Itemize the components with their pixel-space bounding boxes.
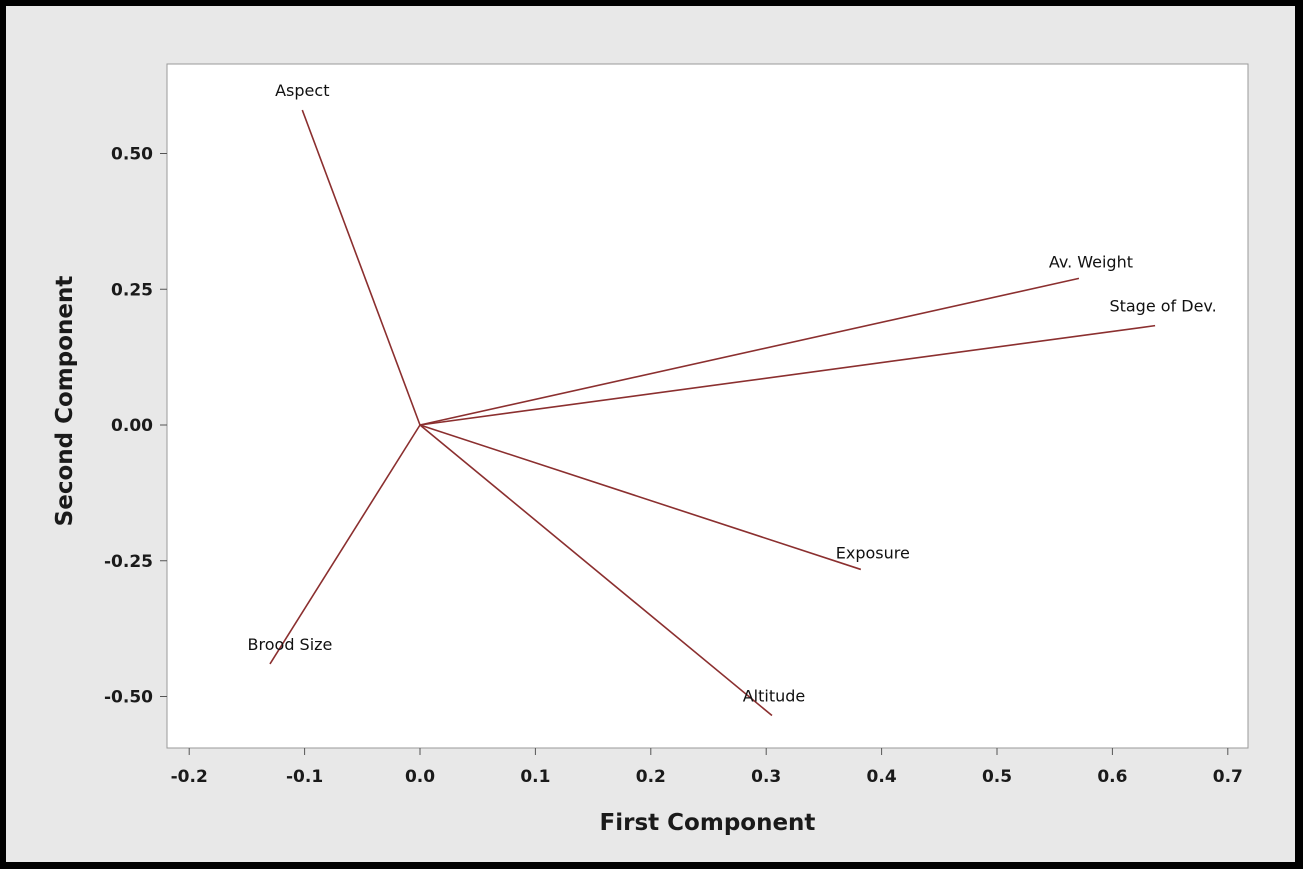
x-tick-label: 0.7 bbox=[1213, 767, 1243, 787]
x-tick-label: 0.0 bbox=[405, 767, 435, 787]
x-tick-label: 0.2 bbox=[636, 767, 666, 787]
vectors-group bbox=[269, 109, 1156, 717]
vector-exposure bbox=[419, 424, 862, 571]
vector-label-brood-size: Brood Size bbox=[248, 635, 333, 654]
vector-labels: Aspect Av. Weight Stage of Dev. Exposure Bro… bbox=[248, 81, 1217, 705]
y-axis-title: Second Component bbox=[52, 276, 78, 527]
y-tick-label: 0.50 bbox=[111, 145, 153, 165]
vector-label-aspect: Aspect bbox=[275, 81, 329, 100]
vector-label-av-weight: Av. Weight bbox=[1049, 252, 1133, 271]
chart-frame: -0.2 -0.1 0.0 0.1 0.2 0.3 0.4 0.5 0.6 0.7 0.50 0.2… bbox=[6, 6, 1295, 862]
vector-aspect bbox=[301, 109, 421, 426]
plot-area bbox=[166, 63, 1249, 749]
vector-label-altitude: Altitude bbox=[743, 687, 806, 706]
x-tick-label: 0.3 bbox=[751, 767, 781, 787]
vector-label-stage-of-dev: Stage of Dev. bbox=[1109, 297, 1216, 316]
x-axis-title: First Component bbox=[600, 810, 816, 836]
x-tick-label: -0.2 bbox=[171, 767, 208, 787]
x-tick-label: 0.5 bbox=[982, 767, 1012, 787]
vector-av-weight bbox=[419, 277, 1080, 426]
x-tick-label: 0.6 bbox=[1097, 767, 1127, 787]
vector-stage-of-dev bbox=[419, 324, 1156, 426]
vector-altitude bbox=[419, 424, 773, 717]
x-axis-ticks: -0.2 -0.1 0.0 0.1 0.2 0.3 0.4 0.5 0.6 0.7 bbox=[171, 748, 1243, 787]
x-tick-label: 0.1 bbox=[520, 767, 550, 787]
vector-brood-size bbox=[269, 424, 421, 665]
y-tick-label: 0.25 bbox=[111, 280, 153, 300]
y-axis-ticks: 0.50 0.25 0.00 -0.25 -0.50 bbox=[104, 145, 167, 708]
y-tick-label: -0.25 bbox=[104, 552, 153, 572]
vector-label-exposure: Exposure bbox=[836, 543, 910, 562]
y-tick-label: -0.50 bbox=[104, 688, 153, 708]
x-tick-label: 0.4 bbox=[867, 767, 897, 787]
loading-plot: -0.2 -0.1 0.0 0.1 0.2 0.3 0.4 0.5 0.6 0.7 0.50 0.2… bbox=[52, 63, 1249, 836]
x-tick-label: -0.1 bbox=[286, 767, 323, 787]
y-tick-label: 0.00 bbox=[111, 416, 153, 436]
